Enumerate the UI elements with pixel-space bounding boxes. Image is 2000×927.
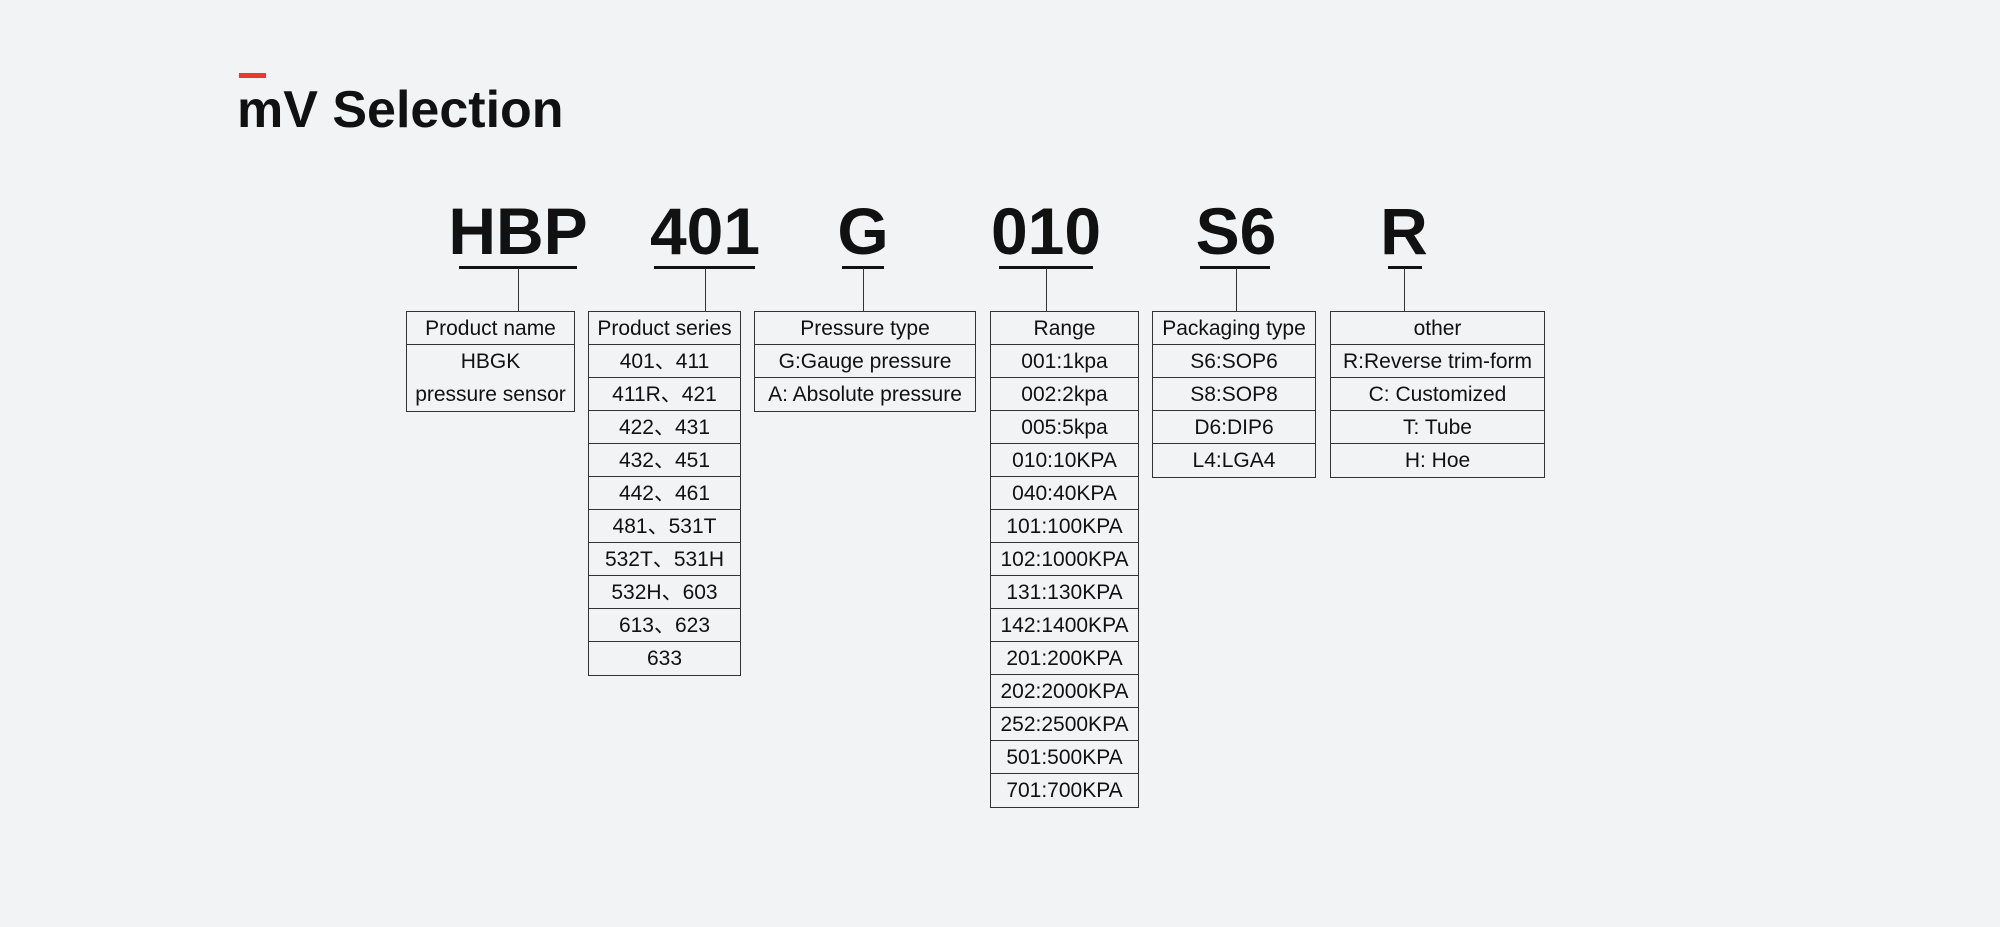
option-item: 501:500KPA xyxy=(991,741,1138,774)
option-header: other xyxy=(1331,312,1544,345)
option-item: 401、411 xyxy=(589,345,740,378)
option-item: 010:10KPA xyxy=(991,444,1138,477)
code-underline xyxy=(459,266,577,269)
option-item: 252:2500KPA xyxy=(991,708,1138,741)
code: 401 xyxy=(649,194,761,268)
option-header: Product series xyxy=(589,312,740,345)
code-underline xyxy=(842,266,884,269)
option-header: Pressure type xyxy=(755,312,975,345)
code: G xyxy=(837,194,889,268)
code: S6 xyxy=(1195,194,1277,268)
connector xyxy=(518,268,519,311)
option-item: 001:1kpa xyxy=(991,345,1138,378)
option-item: 422、431 xyxy=(589,411,740,444)
option-item: 102:1000KPA xyxy=(991,543,1138,576)
option-item: 432、451 xyxy=(589,444,740,477)
code: HBP xyxy=(448,194,588,268)
option-item: 442、461 xyxy=(589,477,740,510)
option-item: 633 xyxy=(646,647,683,670)
code: 010 xyxy=(990,194,1102,268)
title-accent xyxy=(239,73,266,78)
option-box: Product series 401、411 411R、421 422、431 432、… xyxy=(588,311,741,676)
option-item: D6:DIP6 xyxy=(1153,411,1315,444)
option-item: 481、531T xyxy=(589,510,740,543)
code-underline xyxy=(1388,266,1422,269)
option-box: other R:Reverse trim-form C: Customized T: … xyxy=(1330,311,1545,478)
option-item: 142:1400KPA xyxy=(991,609,1138,642)
option-item: 005:5kpa xyxy=(991,411,1138,444)
connector xyxy=(1046,268,1047,311)
code: R xyxy=(1380,194,1428,268)
option-item: 202:2000KPA xyxy=(991,675,1138,708)
connector xyxy=(1404,268,1405,311)
option-item: L4:LGA4 xyxy=(1192,449,1276,472)
option-item: 532H、603 xyxy=(589,576,740,609)
connector xyxy=(1236,268,1237,311)
option-item: 532T、531H xyxy=(589,543,740,576)
option-header: Range xyxy=(991,312,1138,345)
page-title: mV Selection xyxy=(237,81,564,139)
code-underline xyxy=(999,266,1093,269)
option-item: 701:700KPA xyxy=(1006,779,1123,802)
option-box: Product name HBGK pressure sensor xyxy=(406,311,575,412)
option-item: 411R、421 xyxy=(589,378,740,411)
option-item: G:Gauge pressure xyxy=(755,345,975,378)
code-underline xyxy=(1200,266,1270,269)
option-item: pressure sensor xyxy=(415,383,566,406)
option-item: 201:200KPA xyxy=(991,642,1138,675)
option-item: R:Reverse trim-form xyxy=(1331,345,1544,378)
option-item: 131:130KPA xyxy=(991,576,1138,609)
option-item: 040:40KPA xyxy=(991,477,1138,510)
option-header: Packaging type xyxy=(1153,312,1315,345)
option-item: 002:2kpa xyxy=(991,378,1138,411)
option-item: H: Hoe xyxy=(1404,449,1471,472)
option-box: Pressure type G:Gauge pressure A: Absolute… xyxy=(754,311,976,412)
option-item: T: Tube xyxy=(1331,411,1544,444)
connector xyxy=(863,268,864,311)
option-item: HBGK xyxy=(460,350,521,373)
option-box: Range 001:1kpa 002:2kpa 005:5kpa 010:10KPA 04… xyxy=(990,311,1139,808)
option-header: Product name xyxy=(407,312,574,345)
connector xyxy=(705,268,706,311)
option-item: A: Absolute pressure xyxy=(768,383,962,406)
option-box: Packaging type S6:SOP6 S8:SOP8 D6:DIP6 L4:LG… xyxy=(1152,311,1316,478)
option-item: 101:100KPA xyxy=(991,510,1138,543)
code-underline xyxy=(654,266,755,269)
option-item: S8:SOP8 xyxy=(1153,378,1315,411)
option-item: S6:SOP6 xyxy=(1153,345,1315,378)
option-item: C: Customized xyxy=(1331,378,1544,411)
option-item: 613、623 xyxy=(589,609,740,642)
